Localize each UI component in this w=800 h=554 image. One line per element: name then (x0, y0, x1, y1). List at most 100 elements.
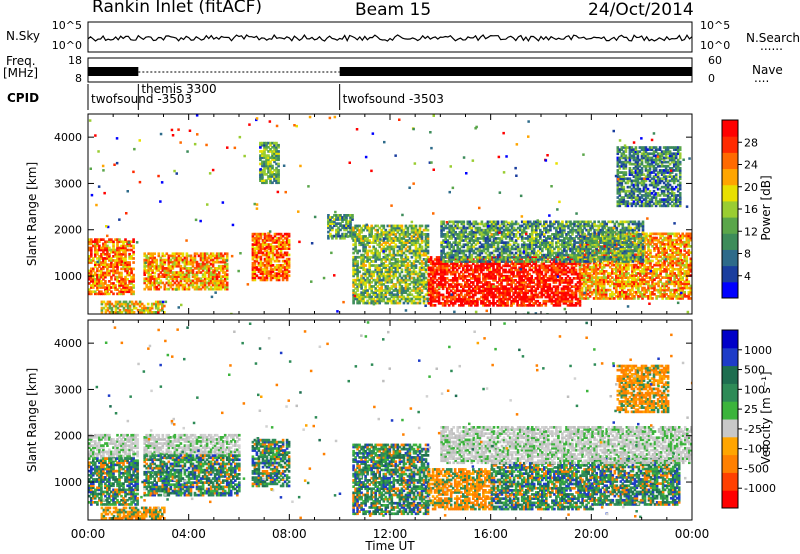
echo-cell (568, 283, 572, 286)
echo-cell (524, 264, 528, 268)
echo-cell (451, 279, 455, 282)
echo-cell (608, 272, 612, 275)
echo-cell (420, 249, 424, 253)
echo-cell (586, 267, 590, 271)
echo-cell (149, 281, 153, 285)
echo-cell (443, 272, 447, 276)
echo-cell (273, 239, 277, 242)
echo-cell (578, 281, 582, 284)
echo-cell (600, 276, 604, 279)
echo-cell (128, 263, 131, 266)
echo-cell (478, 277, 481, 280)
echo-cell (532, 295, 536, 299)
echo-cell (647, 272, 650, 275)
echo-cell (504, 260, 507, 263)
echo-cell (433, 287, 437, 291)
echo-cell (406, 270, 410, 274)
echo-cell (118, 290, 121, 294)
echo-cell (368, 285, 372, 288)
echo-cell (400, 245, 404, 249)
echo-cell (500, 293, 503, 297)
echo-cell (386, 255, 390, 259)
echo-cell (504, 289, 507, 293)
echo-cell (447, 299, 451, 303)
echo-cell (536, 295, 540, 299)
echo-cell (120, 252, 123, 256)
echo-cell (637, 284, 640, 288)
echo-cell (259, 261, 263, 265)
echo-cell (669, 245, 672, 248)
echo-cell (675, 257, 679, 261)
echo-cell (94, 240, 97, 244)
echo-cell (364, 268, 367, 272)
echo-cell (500, 272, 503, 276)
echo-cell (623, 272, 626, 275)
echo-cell (482, 268, 485, 272)
echo-cell (582, 261, 586, 265)
echo-cell (94, 271, 97, 275)
echo-cell (358, 249, 361, 253)
echo-cell (476, 297, 479, 301)
echo-cell (124, 284, 127, 287)
echo-cell (445, 264, 449, 268)
echo-cell (259, 255, 263, 259)
echo-cell (414, 258, 418, 261)
echo-cell (677, 288, 681, 292)
echo-cell (584, 257, 588, 261)
echo-cell (615, 259, 618, 263)
echo-cell (120, 275, 123, 279)
echo-cell (394, 258, 398, 261)
echo-cell (275, 232, 279, 236)
echo-cell (637, 278, 640, 282)
echo-cell (490, 274, 493, 278)
echo-cell (108, 252, 111, 256)
echo-cell (116, 250, 119, 254)
echo-cell (437, 295, 441, 299)
echo-cell (418, 251, 422, 255)
echo-cell (362, 224, 365, 228)
echo-cell (173, 273, 177, 276)
echo-cell (90, 277, 93, 281)
echo-cell (347, 230, 350, 234)
echo-cell (283, 261, 287, 265)
echo-cell (173, 277, 177, 281)
echo-cell (271, 236, 275, 240)
echo-cell (451, 270, 455, 274)
echo-cell (261, 247, 265, 250)
echo-cell (398, 299, 402, 303)
echo-cell (600, 286, 604, 290)
echo-cell (98, 275, 101, 279)
echo-cell (478, 287, 481, 291)
echo-cell (420, 285, 424, 288)
echo-cell (418, 258, 422, 261)
echo-cell (651, 290, 654, 294)
echo-cell (418, 291, 422, 294)
echo-cell (667, 253, 670, 257)
echo-cell (209, 277, 213, 281)
echo-cell (358, 237, 361, 240)
echo-cell (358, 255, 361, 259)
echo-cell (420, 262, 424, 265)
echo-cell (380, 299, 384, 303)
echo-cell (667, 240, 670, 244)
echo-cell (380, 230, 384, 234)
echo-cell (486, 304, 489, 307)
echo-cell (221, 279, 225, 283)
echo-cell (267, 253, 271, 257)
echo-cell (596, 280, 600, 284)
echo-cell (329, 232, 332, 236)
echo-cell (466, 279, 469, 282)
echo-cell (271, 253, 275, 257)
echo-cell (287, 247, 291, 250)
echo-cell (171, 262, 175, 266)
echo-cell (538, 266, 542, 270)
echo-cell (530, 256, 534, 259)
echo-cell (530, 277, 534, 280)
echo-cell (627, 265, 630, 269)
echo-cell (211, 279, 215, 283)
echo-cell (681, 292, 685, 296)
echo-cell (623, 297, 626, 300)
echo-cell (496, 299, 499, 303)
echo-cell (92, 280, 95, 283)
echo-cell (143, 262, 147, 266)
